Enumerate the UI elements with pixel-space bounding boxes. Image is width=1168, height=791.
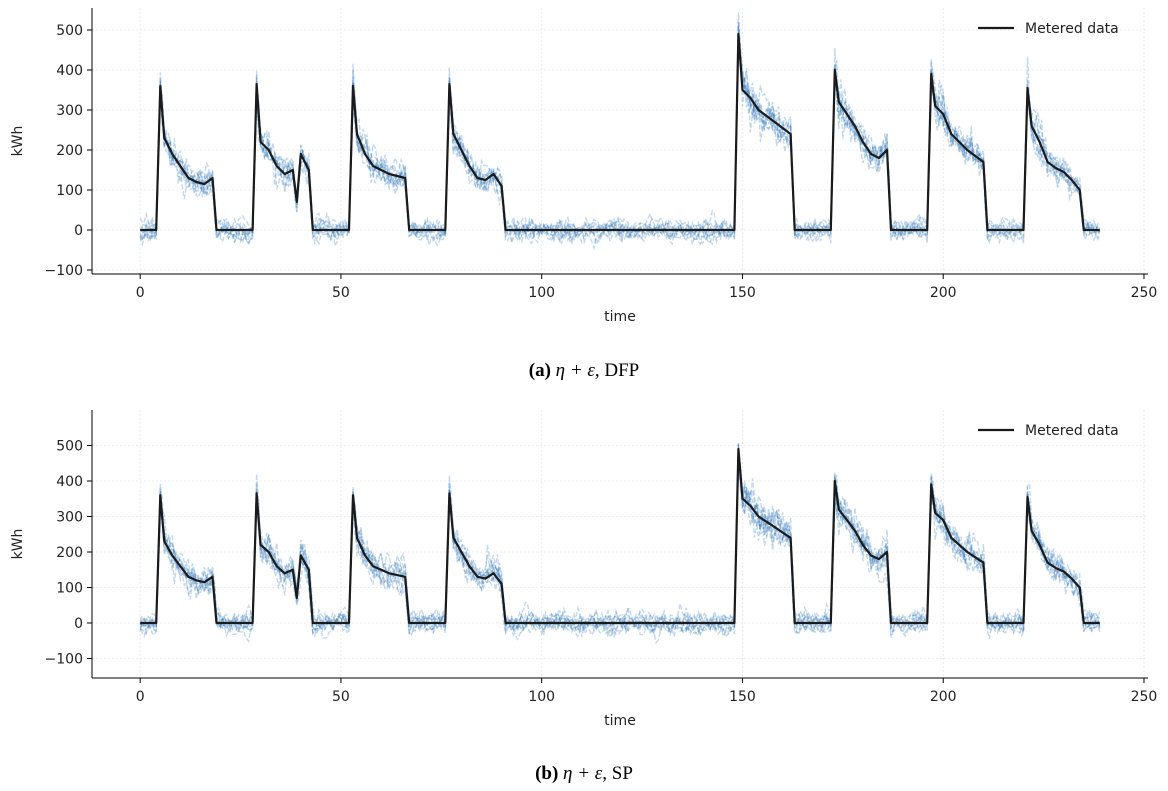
y-tick-label: 500 [56, 438, 83, 454]
x-tick-label: 200 [930, 285, 957, 301]
caption-b-method: , SP [602, 763, 633, 784]
y-axis-label: kWh [10, 126, 26, 157]
caption-a: (a) η + ε, DFP [0, 360, 1168, 382]
y-axis-label: kWh [10, 529, 26, 560]
sample-series-line [139, 443, 1101, 644]
sample-series-line [139, 453, 1101, 639]
chart-panel-1: 0 50 100 150 200 250 −100 0 100 200 300 400 500 time k… [10, 410, 1157, 729]
x-axis-label: time [604, 713, 636, 729]
metered-data-line [140, 447, 1100, 625]
sample-series-line [139, 467, 1101, 641]
legend-label: Metered data [1025, 423, 1119, 439]
x-tick-label: 250 [1131, 285, 1158, 301]
x-tick-label: 50 [332, 285, 350, 301]
caption-a-tag: (a) [528, 360, 551, 381]
y-tick-label: 0 [74, 616, 83, 632]
caption-b: (b) η + ε, SP [0, 763, 1168, 785]
caption-b-expr: η + ε [563, 763, 603, 784]
x-tick-label: 150 [729, 285, 756, 301]
y-tick-label: 400 [56, 474, 83, 490]
y-tick-label: 400 [56, 63, 83, 79]
y-tick-label: 200 [56, 545, 83, 561]
x-axis-label: time [604, 309, 636, 325]
y-tick-label: 100 [56, 183, 83, 199]
x-tick-label: 200 [930, 689, 957, 705]
y-tick-label: 100 [56, 580, 83, 596]
x-tick-label: 150 [729, 689, 756, 705]
caption-b-tag: (b) [535, 763, 559, 784]
sample-series-line [139, 12, 1101, 245]
y-tick-label: −100 [45, 263, 83, 279]
y-tick-label: 300 [56, 103, 83, 119]
sample-series-line [139, 466, 1100, 638]
x-tick-label: 250 [1131, 689, 1158, 705]
chart-panel-0: 0 50 100 150 200 250 −100 0 100 200 300 400 500 time k… [10, 8, 1157, 325]
sample-series-line [139, 41, 1101, 246]
caption-a-method: , DFP [594, 360, 640, 381]
x-tick-label: 100 [528, 285, 555, 301]
sample-series-line [139, 452, 1101, 644]
sample-series-line [139, 22, 1101, 248]
x-tick-label: 0 [136, 689, 145, 705]
caption-a-expr: η + ε [555, 360, 595, 381]
x-tick-label: 50 [332, 689, 350, 705]
x-tick-label: 100 [528, 689, 555, 705]
y-tick-label: 200 [56, 143, 83, 159]
y-tick-label: 300 [56, 509, 83, 525]
sample-series-line [139, 22, 1101, 245]
metered-data-line [140, 32, 1100, 232]
legend-label: Metered data [1025, 21, 1119, 37]
y-tick-label: 0 [74, 223, 83, 239]
y-tick-label: 500 [56, 23, 83, 39]
y-tick-label: −100 [45, 651, 83, 667]
x-tick-label: 0 [136, 285, 145, 301]
